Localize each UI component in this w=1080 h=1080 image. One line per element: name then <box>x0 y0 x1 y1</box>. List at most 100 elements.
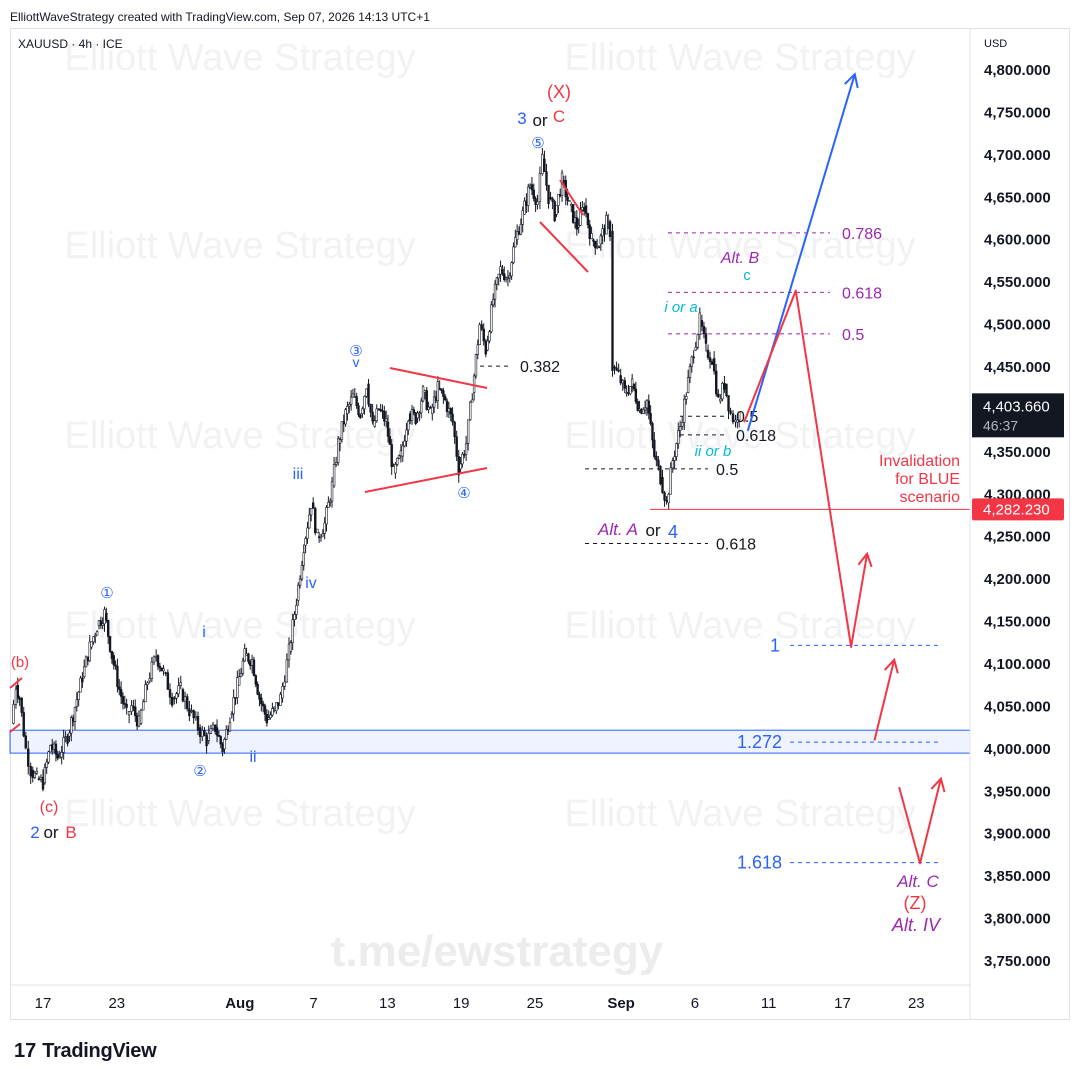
candle-body <box>551 198 554 202</box>
candle-body <box>175 693 178 699</box>
candle-body <box>615 367 618 371</box>
wave-label: ii or b <box>695 443 732 460</box>
candle-body <box>527 186 530 206</box>
invalidation-price-value: 4,282.230 <box>983 501 1050 518</box>
candle-body <box>449 408 452 415</box>
candle-body <box>101 623 104 626</box>
candle-body <box>135 715 139 727</box>
candle-body <box>371 411 374 422</box>
red-c-mark <box>9 723 21 733</box>
price-tick-label: 4,650.000 <box>984 189 1051 206</box>
candle-body <box>285 659 289 683</box>
candle-body <box>559 193 562 197</box>
candle-body <box>514 237 517 248</box>
candle-body <box>425 390 428 410</box>
candle-body <box>121 696 125 704</box>
candle-body <box>18 697 21 700</box>
candle-body <box>710 361 714 365</box>
price-tick-label: 3,900.000 <box>984 826 1051 843</box>
candle-body <box>731 413 735 423</box>
candle-body <box>51 744 54 750</box>
wave-label: (c) <box>40 799 59 816</box>
candle-body <box>12 704 15 724</box>
fib-level-label: 0.618 <box>736 428 776 445</box>
candle-body <box>321 533 325 537</box>
candle-body <box>215 727 219 736</box>
candle-body <box>83 666 86 678</box>
candle-body <box>575 217 579 230</box>
fib-level-label: 1.272 <box>737 732 782 752</box>
candle-body <box>146 682 149 685</box>
candle-body <box>623 380 626 389</box>
candle-body <box>617 369 620 372</box>
candle-body <box>453 421 456 438</box>
candle-body <box>103 609 106 625</box>
tradingview-footer[interactable]: 17 TradingView <box>14 1040 157 1063</box>
candle-body <box>603 228 606 235</box>
candle-body <box>438 387 441 390</box>
candle-body <box>132 706 135 708</box>
candle-body <box>168 689 172 698</box>
price-tick-label: 4,050.000 <box>984 698 1051 715</box>
candle-body <box>582 207 586 212</box>
price-tick-label: 4,800.000 <box>984 62 1051 79</box>
wave-label: i or a <box>664 299 697 316</box>
wave-label: i <box>202 624 206 641</box>
candle-body <box>116 666 119 688</box>
candle-body <box>476 344 480 355</box>
watermark-text: Elliott Wave Strategy <box>64 793 415 835</box>
price-tick-label: 4,450.000 <box>984 359 1051 376</box>
candle-body <box>70 717 73 734</box>
candle-body <box>66 736 69 744</box>
candle-body <box>252 659 256 676</box>
symbol-info[interactable]: XAUUSD · 4h · ICE <box>18 37 123 51</box>
candle-body <box>584 205 588 214</box>
candle-body <box>353 396 357 398</box>
candle-body <box>14 688 18 705</box>
candle-body <box>499 266 502 275</box>
invalidation-price-tag <box>972 498 1064 521</box>
price-tick-label: 4,350.000 <box>984 444 1051 461</box>
candle-body <box>685 396 688 400</box>
candle-body <box>263 705 267 715</box>
wave-label: Alt. IV <box>891 915 942 935</box>
candle-body <box>517 231 521 235</box>
candle-body <box>434 396 438 402</box>
candle-body <box>725 383 728 396</box>
candle-body <box>729 410 732 414</box>
candle-body <box>638 408 641 411</box>
candle-body <box>190 710 193 712</box>
candle-body <box>106 620 110 637</box>
candle-body <box>506 277 510 280</box>
candle-body <box>293 614 296 620</box>
price-tick-label: 4,100.000 <box>984 656 1051 673</box>
candle-body <box>634 388 638 402</box>
candle-body <box>164 672 167 674</box>
wave-label: 4 <box>668 522 678 542</box>
candle-body <box>152 656 156 663</box>
candle-body <box>519 224 523 235</box>
candle-body <box>205 735 208 747</box>
time-tick-label: 17 <box>834 995 851 1012</box>
wave-label: 3 <box>517 109 526 128</box>
candle-body <box>621 380 624 384</box>
candle-body <box>663 492 666 501</box>
wave-label: (Z) <box>904 893 927 913</box>
candle-body <box>384 418 388 422</box>
candle-body <box>528 184 532 188</box>
wave-label: ① <box>100 585 113 602</box>
candle-body <box>267 717 270 720</box>
candle-body <box>29 766 32 777</box>
candle-body <box>239 672 243 678</box>
candle-body <box>588 224 591 239</box>
candle-body <box>219 736 222 745</box>
ending-diagonal-lower <box>539 221 589 273</box>
candle-body <box>466 419 470 444</box>
candle-body <box>186 696 189 710</box>
candle-body <box>480 324 483 330</box>
candle-body <box>436 381 440 402</box>
blue-projection-arrow <box>746 73 856 431</box>
candle-body <box>390 444 393 467</box>
candle-body <box>605 215 608 235</box>
